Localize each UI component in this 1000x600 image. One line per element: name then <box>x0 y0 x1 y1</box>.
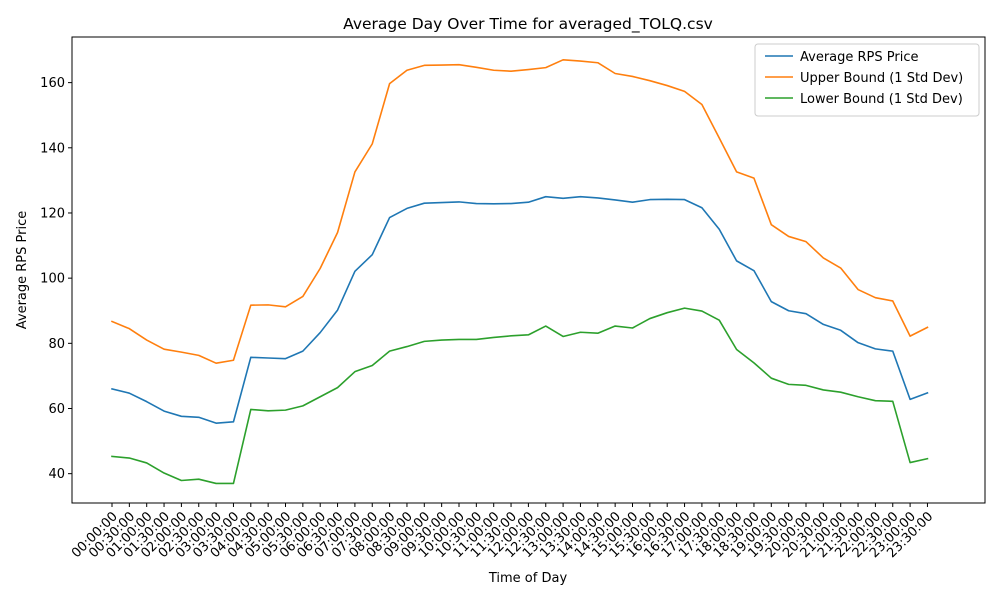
x-axis: 00:00:0000:30:0001:00:0001:30:0002:00:00… <box>69 503 936 561</box>
legend: Average RPS Price Upper Bound (1 Std Dev… <box>754 43 980 117</box>
chart-title: Average Day Over Time for averaged_TOLQ.… <box>343 15 713 34</box>
x-axis-title: Time of Day <box>488 571 568 586</box>
y-tick-label: 80 <box>48 337 65 352</box>
series-line-upper <box>110 59 929 365</box>
series-line-average <box>111 195 929 424</box>
legend-label-lower: Lower Bound (1 Std Dev) <box>800 92 963 107</box>
series-lines <box>110 59 929 485</box>
y-tick-label: 140 <box>40 141 65 156</box>
y-axis: 40 60 80 100 120 140 160 <box>40 76 72 482</box>
y-tick-label: 60 <box>48 402 65 417</box>
legend-label-average: Average RPS Price <box>800 50 919 65</box>
legend-label-upper: Upper Bound (1 Std Dev) <box>800 71 963 86</box>
y-tick-label: 40 <box>48 467 65 482</box>
legend-box <box>754 43 980 117</box>
series-line-lower <box>111 307 929 485</box>
y-tick-label: 100 <box>40 272 65 287</box>
y-tick-label: 160 <box>40 76 65 91</box>
y-axis-title: Average RPS Price <box>15 211 30 330</box>
y-tick-label: 120 <box>40 206 65 221</box>
